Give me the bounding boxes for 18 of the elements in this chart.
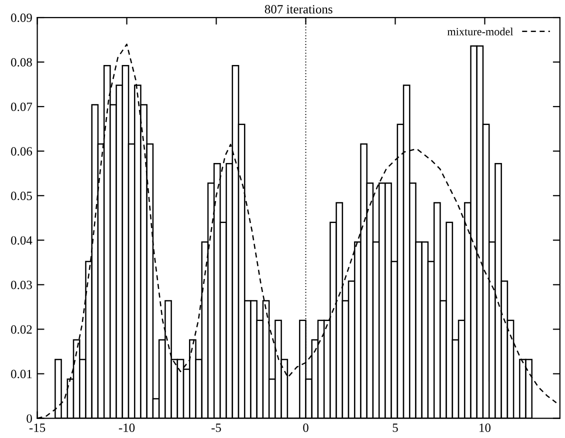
x-tick-label: 5	[392, 424, 398, 432]
x-tick-label: -15	[29, 424, 46, 432]
y-tick-label: 0.03	[11, 280, 32, 290]
y-tick-label: 0.01	[11, 370, 32, 378]
y-tick-label: 0.09	[11, 14, 32, 22]
chart-title: 807 iterations	[264, 5, 332, 14]
y-tick-label: 0.04	[11, 236, 32, 245]
y-tick-label: 0.07	[11, 102, 32, 112]
x-tick-label: 0	[303, 424, 308, 432]
y-tick-label: 0.05	[11, 192, 32, 200]
legend-label: mixture-model	[447, 28, 514, 36]
x-tick-label: -10	[118, 424, 135, 432]
y-tick-label: 0.02	[11, 325, 32, 334]
x-tick-label: -5	[212, 424, 221, 432]
x-tick-label: 10	[480, 424, 491, 432]
y-tick-label: 0.06	[11, 147, 32, 156]
y-tick-label: 0	[26, 414, 32, 423]
y-tick-label: 0.08	[11, 58, 32, 67]
